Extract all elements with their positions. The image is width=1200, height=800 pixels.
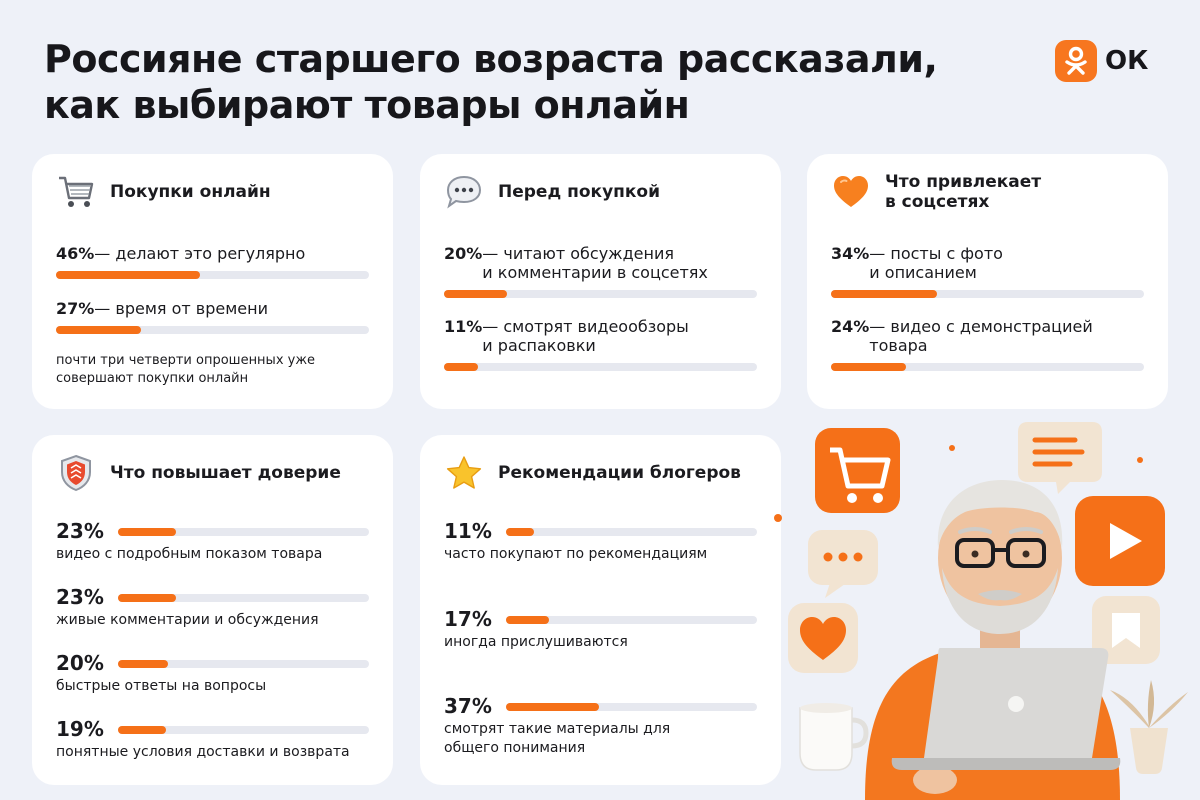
stat-row: 27% — время от времени [56, 299, 369, 334]
stat-row: 20% — читают обсуждения и комментарии в … [444, 244, 757, 298]
stat-row: 20% быстрые ответы на вопросы [56, 651, 369, 696]
progress-fill [444, 290, 507, 298]
progress-bar [506, 528, 757, 536]
stat-label: часто покупают по рекомендациям [444, 546, 708, 562]
brand-name: ОК [1105, 46, 1149, 76]
stat-percent: 37% [444, 694, 492, 718]
stat-percent: 24% [831, 317, 870, 336]
stat-row: 37% смотрят такие материалы для общего п… [444, 694, 757, 758]
stat-row: 23% видео с подробным показом товара [56, 519, 369, 564]
play-tile-icon [1075, 496, 1165, 586]
progress-bar [118, 528, 369, 536]
stat-label: смотрят такие материалы для общего поним… [444, 721, 671, 756]
progress-bar [444, 290, 757, 298]
stat-percent: 11% [444, 317, 483, 336]
progress-bar [118, 660, 369, 668]
stat-label: — посты с фото и описанием [869, 244, 1003, 282]
stat-row: 46% — делают это регулярно [56, 244, 369, 279]
coffee-mug-icon [799, 703, 869, 771]
progress-bar [56, 271, 369, 279]
stat-percent: 27% [56, 299, 95, 318]
stat-row: 23% живые комментарии и обсуждения [56, 585, 369, 630]
stat-percent: 17% [444, 607, 492, 631]
card-blogger-recommendations: Рекомендации блогеров 11% часто покупают… [420, 435, 781, 785]
progress-fill [831, 290, 938, 298]
stat-row: 34% — посты с фото и описанием [831, 244, 1144, 298]
card-shopping-online: Покупки онлайн 46% — делают это регулярн… [32, 154, 393, 409]
card-title: Что привлекает в соцсетях [885, 172, 1042, 212]
stat-label: — делают это регулярно [94, 244, 306, 263]
progress-bar [56, 326, 369, 334]
progress-bar [118, 594, 369, 602]
shield-icon [56, 453, 96, 493]
progress-fill [56, 271, 200, 279]
progress-fill [831, 363, 907, 371]
stat-percent: 19% [56, 717, 104, 741]
stat-percent: 23% [56, 585, 104, 609]
stat-label: понятные условия доставки и возврата [56, 744, 350, 760]
progress-bar [831, 363, 1144, 371]
progress-fill [506, 703, 599, 711]
card-trust: Что повышает доверие 23% видео с подробн… [32, 435, 393, 785]
illustration-senior-with-laptop [770, 408, 1200, 800]
progress-bar [506, 703, 757, 711]
progress-fill [118, 594, 176, 602]
card-note: почти три четверти опрошенных уже соверш… [56, 353, 316, 386]
stat-label: — смотрят видеообзоры и распаковки [482, 317, 689, 355]
stat-percent: 20% [444, 244, 483, 263]
progress-bar [444, 363, 757, 371]
ok-logo-icon [1055, 40, 1097, 82]
card-title: Что повышает доверие [110, 463, 341, 483]
progress-fill [506, 616, 549, 624]
stat-percent: 46% [56, 244, 95, 263]
shopping-cart-icon [56, 172, 96, 212]
plant-icon [1110, 680, 1188, 774]
page-title: Россияне старшего возраста рассказали, к… [44, 37, 938, 127]
stat-row: 11% часто покупают по рекомендациям [444, 519, 757, 564]
star-icon [444, 453, 484, 493]
progress-fill [118, 726, 166, 734]
chat-bubble-icon [808, 530, 878, 598]
stat-percent: 11% [444, 519, 492, 543]
laptop-icon [891, 648, 1121, 770]
bookmark-tile-icon [1092, 596, 1160, 664]
stat-percent: 23% [56, 519, 104, 543]
stat-row: 19% понятные условия доставки и возврата [56, 717, 369, 762]
stat-row: 11% — смотрят видеообзоры и распаковки [444, 317, 757, 371]
progress-fill [118, 528, 176, 536]
card-title: Перед покупкой [498, 182, 661, 202]
progress-bar [831, 290, 1144, 298]
cart-tile-icon [815, 428, 900, 513]
speech-bubble-icon [444, 172, 484, 212]
card-title: Покупки онлайн [110, 182, 271, 202]
stat-row: 24% — видео с демонстрацией товара [831, 317, 1144, 371]
heart-tile-icon [788, 603, 858, 673]
progress-fill [506, 528, 534, 536]
stat-label: живые комментарии и обсуждения [56, 612, 319, 628]
card-title: Рекомендации блогеров [498, 463, 741, 483]
stat-label: — читают обсуждения и комментарии в соцс… [482, 244, 708, 282]
stat-label: — время от времени [94, 299, 268, 318]
progress-fill [444, 363, 479, 371]
progress-fill [118, 660, 169, 668]
progress-bar [118, 726, 369, 734]
progress-fill [56, 326, 141, 334]
stat-label: — видео с демонстрацией товара [869, 317, 1093, 355]
message-bubble-icon [1018, 422, 1102, 494]
card-social-attraction: Что привлекает в соцсетях 34% — посты с … [807, 154, 1168, 409]
stat-row: 17% иногда прислушиваются [444, 607, 757, 652]
brand-logo: ОК [1055, 40, 1148, 82]
stat-label: иногда прислушиваются [444, 634, 628, 650]
stat-percent: 20% [56, 651, 104, 675]
stat-label: видео с подробным показом товара [56, 546, 323, 562]
stat-percent: 34% [831, 244, 870, 263]
stat-label: быстрые ответы на вопросы [56, 678, 267, 694]
heart-icon [831, 172, 871, 212]
progress-bar [506, 616, 757, 624]
card-before-purchase: Перед покупкой 20% — читают обсуждения и… [420, 154, 781, 409]
